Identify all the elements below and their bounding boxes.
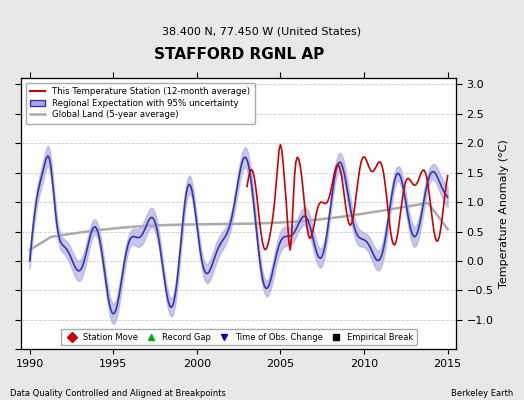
Legend: Station Move, Record Gap, Time of Obs. Change, Empirical Break: Station Move, Record Gap, Time of Obs. C…	[60, 330, 417, 345]
Text: Berkeley Earth: Berkeley Earth	[451, 389, 514, 398]
Y-axis label: Temperature Anomaly (°C): Temperature Anomaly (°C)	[499, 140, 509, 288]
Title: STAFFORD RGNL AP: STAFFORD RGNL AP	[154, 47, 324, 62]
Text: 38.400 N, 77.450 W (United States): 38.400 N, 77.450 W (United States)	[162, 26, 362, 36]
Text: Data Quality Controlled and Aligned at Breakpoints: Data Quality Controlled and Aligned at B…	[10, 389, 226, 398]
